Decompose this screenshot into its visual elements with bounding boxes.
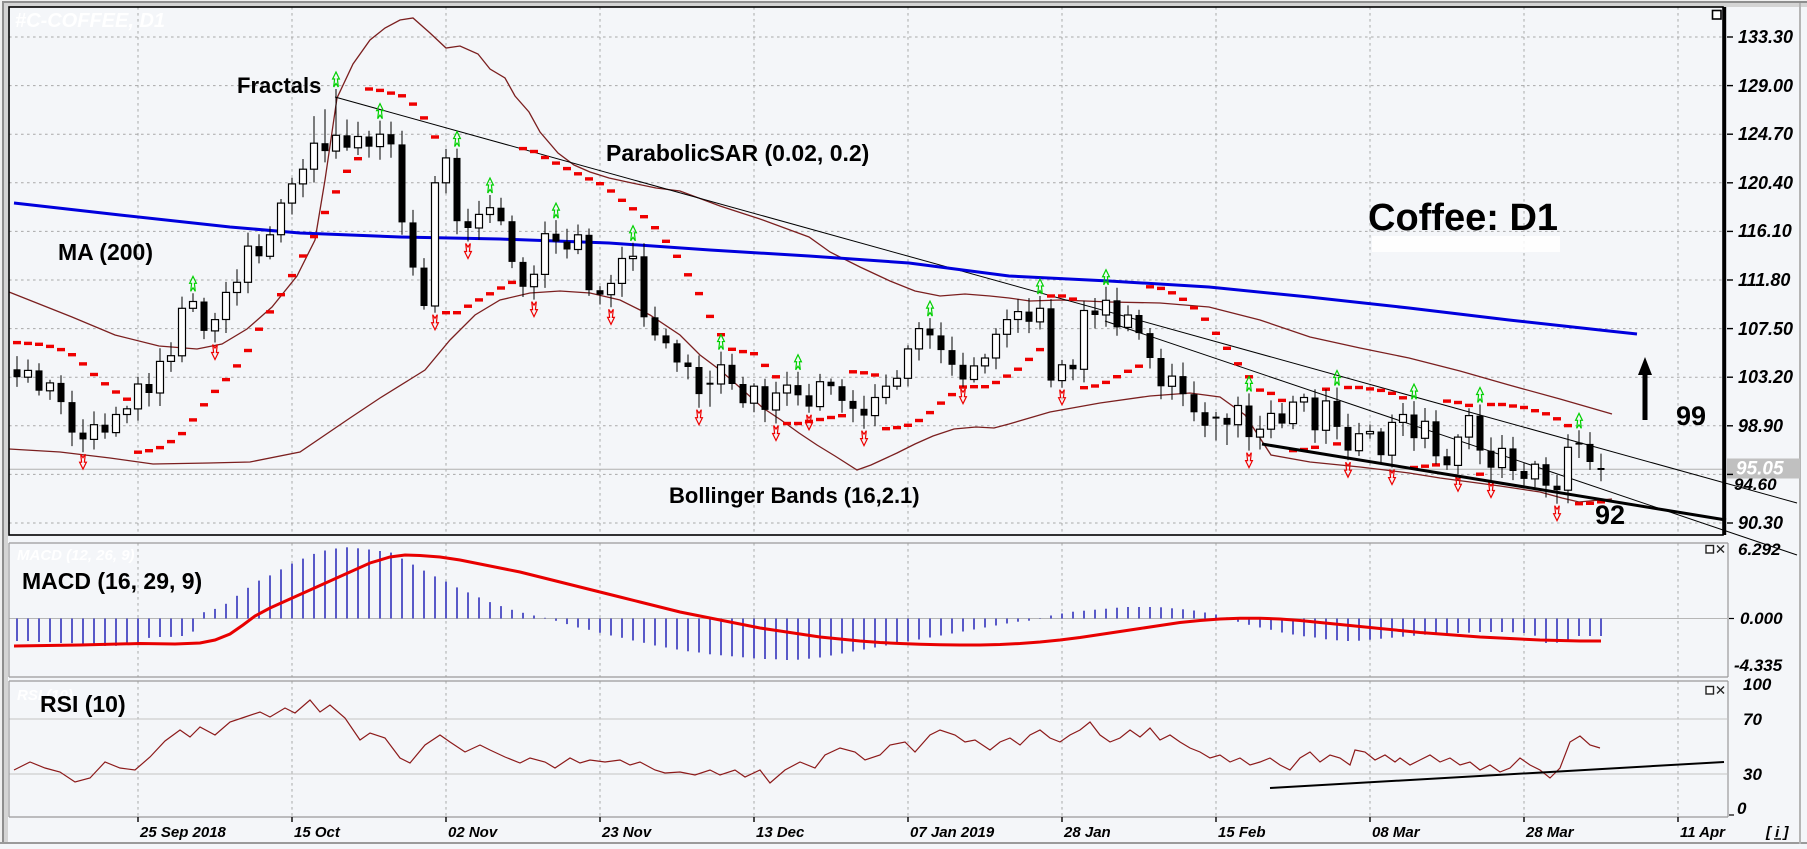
svg-text:98.90: 98.90 xyxy=(1738,416,1783,436)
svg-text:107.50: 107.50 xyxy=(1738,319,1793,339)
svg-text:0: 0 xyxy=(1737,799,1747,818)
svg-text:-4.335: -4.335 xyxy=(1734,656,1783,675)
svg-text:11 Apr: 11 Apr xyxy=(1680,824,1726,841)
svg-text:90.30: 90.30 xyxy=(1738,513,1783,533)
svg-text:MACD (16, 29, 9): MACD (16, 29, 9) xyxy=(22,568,202,594)
svg-text:116.10: 116.10 xyxy=(1738,221,1792,241)
svg-text:6.292: 6.292 xyxy=(1738,540,1781,559)
svg-text:ParabolicSAR (0.02, 0.2): ParabolicSAR (0.02, 0.2) xyxy=(606,140,869,166)
svg-text:28 Mar: 28 Mar xyxy=(1525,824,1575,841)
svg-text:133.30: 133.30 xyxy=(1738,27,1793,47)
svg-text:02 Nov: 02 Nov xyxy=(448,824,499,841)
svg-text:0.000: 0.000 xyxy=(1740,609,1783,628)
svg-text:Fractals: Fractals xyxy=(237,73,321,98)
svg-text:Bollinger Bands (16,2.1): Bollinger Bands (16,2.1) xyxy=(669,483,920,508)
svg-text:RSI (10): RSI (10) xyxy=(40,691,126,717)
svg-text:92: 92 xyxy=(1595,500,1625,530)
svg-text:99: 99 xyxy=(1676,401,1706,431)
svg-text:129.00: 129.00 xyxy=(1738,76,1793,96)
svg-text:[ i ]: [ i ] xyxy=(1765,824,1789,841)
svg-text:15 Oct: 15 Oct xyxy=(294,824,341,841)
svg-text:MA (200): MA (200) xyxy=(58,239,153,265)
svg-text:28 Jan: 28 Jan xyxy=(1063,824,1111,841)
svg-text:94.60: 94.60 xyxy=(1734,475,1777,494)
svg-text:07 Jan 2019: 07 Jan 2019 xyxy=(910,824,995,841)
svg-text:103.20: 103.20 xyxy=(1738,367,1793,387)
svg-text:95.05: 95.05 xyxy=(1736,459,1784,480)
svg-text:13 Dec: 13 Dec xyxy=(756,824,805,841)
svg-text:120.40: 120.40 xyxy=(1738,173,1793,193)
svg-text:23 Nov: 23 Nov xyxy=(601,824,653,841)
svg-text:RSI (10): RSI (10) xyxy=(17,687,73,704)
svg-text:30: 30 xyxy=(1743,765,1762,784)
svg-text:100: 100 xyxy=(1743,675,1772,694)
svg-text:Coffee: D1: Coffee: D1 xyxy=(1368,197,1558,239)
svg-text:124.70: 124.70 xyxy=(1738,124,1793,144)
svg-text:15 Feb: 15 Feb xyxy=(1218,824,1266,841)
svg-text:MACD (12, 26, 9): MACD (12, 26, 9) xyxy=(17,547,135,564)
svg-text:08 Mar: 08 Mar xyxy=(1372,824,1421,841)
svg-text:25 Sep 2018: 25 Sep 2018 xyxy=(139,824,227,841)
svg-text:111.80: 111.80 xyxy=(1738,270,1790,290)
svg-text:70: 70 xyxy=(1743,710,1762,729)
svg-text:#C-COFFEE, D1: #C-COFFEE, D1 xyxy=(15,10,165,32)
